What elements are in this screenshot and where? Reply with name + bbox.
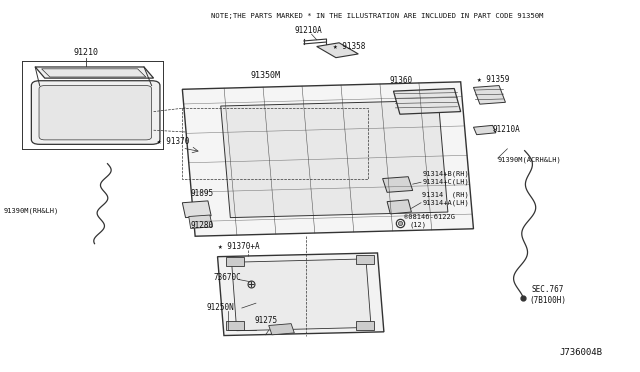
Text: 91390M(ACRH&LH): 91390M(ACRH&LH) xyxy=(498,157,561,163)
FancyBboxPatch shape xyxy=(39,86,152,140)
Text: 91895: 91895 xyxy=(191,189,214,198)
Text: NOTE;THE PARTS MARKED * IN THE ILLUSTRATION ARE INCLUDED IN PART CODE 91350M: NOTE;THE PARTS MARKED * IN THE ILLUSTRAT… xyxy=(211,13,543,19)
FancyBboxPatch shape xyxy=(356,321,374,330)
Text: 91390M(RH&LH): 91390M(RH&LH) xyxy=(3,207,58,214)
Polygon shape xyxy=(189,215,212,228)
Polygon shape xyxy=(383,177,413,192)
Text: ®08146-6122G: ®08146-6122G xyxy=(404,214,456,220)
Text: 91360: 91360 xyxy=(389,76,412,85)
Polygon shape xyxy=(232,259,371,331)
Polygon shape xyxy=(182,82,474,236)
Text: (12): (12) xyxy=(410,222,426,228)
Text: 91280: 91280 xyxy=(191,221,214,230)
Text: ★ 91358: ★ 91358 xyxy=(333,42,365,51)
Text: 91210A: 91210A xyxy=(294,26,322,35)
Text: J736004B: J736004B xyxy=(560,348,603,357)
Text: 91314+A(LH): 91314+A(LH) xyxy=(422,200,469,206)
Text: 91314  (RH): 91314 (RH) xyxy=(422,192,469,198)
Polygon shape xyxy=(35,67,154,78)
Text: 91350M: 91350M xyxy=(250,71,280,80)
Polygon shape xyxy=(218,253,384,336)
Text: ★ 91359: ★ 91359 xyxy=(477,75,509,84)
Polygon shape xyxy=(474,125,496,135)
Polygon shape xyxy=(221,100,448,218)
Polygon shape xyxy=(317,43,358,58)
Polygon shape xyxy=(394,89,461,114)
Polygon shape xyxy=(269,324,294,335)
FancyBboxPatch shape xyxy=(226,257,244,266)
FancyBboxPatch shape xyxy=(226,321,244,330)
Text: 91314+B(RH): 91314+B(RH) xyxy=(422,171,469,177)
Text: SEC.767: SEC.767 xyxy=(531,285,563,294)
Text: 91250N: 91250N xyxy=(207,302,234,311)
Polygon shape xyxy=(182,201,211,218)
FancyBboxPatch shape xyxy=(356,255,374,264)
Text: ★ 91370+A: ★ 91370+A xyxy=(218,242,259,251)
Text: 91210: 91210 xyxy=(74,48,99,57)
FancyBboxPatch shape xyxy=(31,81,160,144)
Text: ★ 91370: ★ 91370 xyxy=(157,137,189,146)
Polygon shape xyxy=(474,86,506,104)
Text: (7B100H): (7B100H) xyxy=(530,296,567,305)
Polygon shape xyxy=(387,200,412,214)
Text: 73670C: 73670C xyxy=(213,273,241,282)
Polygon shape xyxy=(42,69,146,77)
Text: 91210A: 91210A xyxy=(493,125,520,134)
Text: 91314+C(LH): 91314+C(LH) xyxy=(422,179,469,185)
Text: 91275: 91275 xyxy=(255,315,278,324)
